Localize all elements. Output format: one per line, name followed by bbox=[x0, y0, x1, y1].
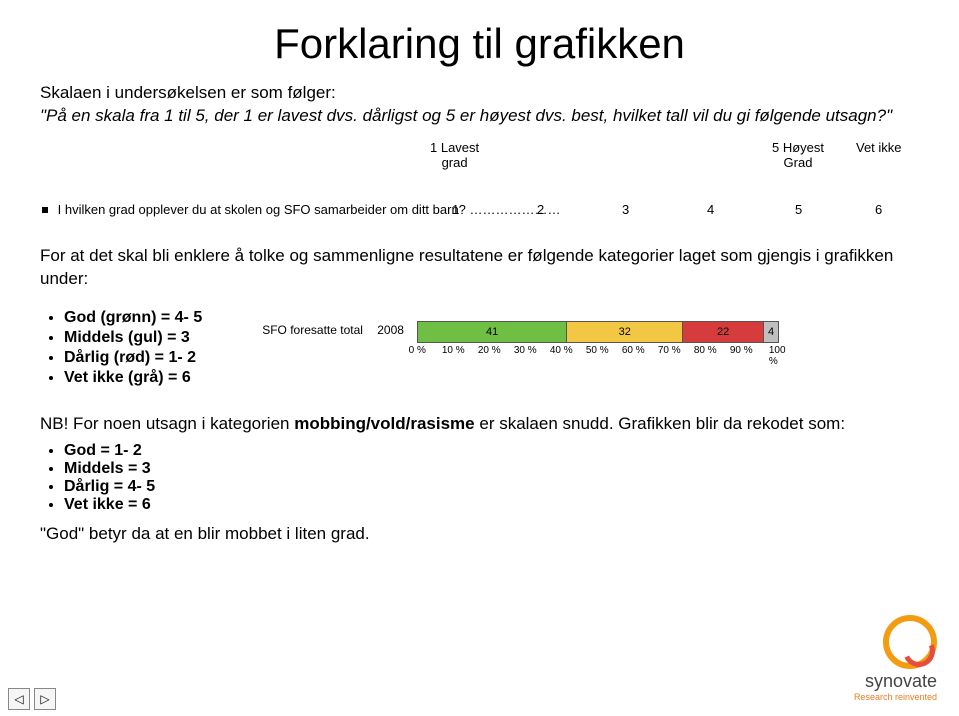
scale-question: I hvilken grad opplever du at skolen og … bbox=[42, 202, 561, 217]
explain-text: For at det skal bli enklere å tolke og s… bbox=[40, 245, 919, 291]
scale-header: 1 Lavest grad 5 Høyest Grad Vet ikke I h… bbox=[40, 140, 919, 235]
axis-tick: 70 % bbox=[658, 345, 681, 356]
legend-item: God = 1- 2 bbox=[64, 442, 919, 460]
axis-tick: 100 % bbox=[769, 345, 786, 367]
axis-tick: 0 % bbox=[409, 345, 426, 356]
axis-tick: 50 % bbox=[586, 345, 609, 356]
scale-num-5: 5 bbox=[795, 202, 802, 217]
legend-item: Vet ikke = 6 bbox=[64, 496, 919, 514]
chart-segment: 22 bbox=[683, 322, 763, 342]
scale-num-2: 2 bbox=[537, 202, 544, 217]
slide-nav: ◁ ▷ bbox=[8, 688, 56, 710]
nb-suffix: er skalaen snudd. Grafikken blir da reko… bbox=[475, 414, 845, 433]
legend-item: God (grønn) = 4- 5 bbox=[64, 309, 202, 327]
axis-tick: 40 % bbox=[550, 345, 573, 356]
intro-block: Skalaen i undersøkelsen er som følger: "… bbox=[40, 82, 919, 128]
intro-line2: "På en skala fra 1 til 5, der 1 er laves… bbox=[40, 106, 892, 125]
slide: Forklaring til grafikken Skalaen i under… bbox=[0, 0, 959, 544]
legend-item: Middels = 3 bbox=[64, 460, 919, 478]
chart-segment: 4 bbox=[764, 322, 778, 342]
page-title: Forklaring til grafikken bbox=[40, 20, 919, 68]
brand-logo: synovate Research reinvented bbox=[854, 615, 937, 702]
chart-year-label: 2008 bbox=[377, 323, 404, 337]
legend-item: Middels (gul) = 3 bbox=[64, 329, 202, 347]
chart-segment: 41 bbox=[418, 322, 567, 342]
scale-col-vetikke: Vet ikke bbox=[856, 140, 902, 155]
next-slide-button[interactable]: ▷ bbox=[34, 688, 56, 710]
legend-item: Dårlig = 4- 5 bbox=[64, 478, 919, 496]
nb-block: NB! For noen utsagn i kategorien mobbing… bbox=[40, 413, 919, 436]
scale-num-3: 3 bbox=[622, 202, 629, 217]
axis-tick: 90 % bbox=[730, 345, 753, 356]
bullet-square-icon bbox=[42, 207, 48, 213]
chart-bar: 4132224 bbox=[417, 321, 779, 343]
intro-line1: Skalaen i undersøkelsen er som følger: bbox=[40, 83, 336, 102]
chart-axis: 0 %10 %20 %30 %40 %50 %60 %70 %80 %90 %1… bbox=[417, 345, 777, 361]
nb-prefix: NB! For noen utsagn i kategorien bbox=[40, 414, 294, 433]
scale-col-1: 1 Lavest grad bbox=[430, 140, 479, 170]
logo-ring-icon bbox=[883, 615, 937, 669]
example-bar-chart: SFO foresatte total 2008 4132224 0 % 10 %… bbox=[262, 309, 802, 379]
scale-col-5: 5 Høyest Grad bbox=[772, 140, 824, 170]
scale-num-6: 6 bbox=[875, 202, 882, 217]
chart-row-label: SFO foresatte total bbox=[262, 323, 363, 337]
closing-text: "God" betyr da at en blir mobbet i liten… bbox=[40, 524, 919, 544]
logo-tagline: Research reinvented bbox=[854, 692, 937, 702]
legend-chart-row: God (grønn) = 4- 5 Middels (gul) = 3 Dår… bbox=[40, 303, 919, 389]
chart-segment: 32 bbox=[567, 322, 683, 342]
axis-tick: 30 % bbox=[514, 345, 537, 356]
scale-num-4: 4 bbox=[707, 202, 714, 217]
legend-list-1: God (grønn) = 4- 5 Middels (gul) = 3 Dår… bbox=[40, 307, 202, 389]
logo-brand-text: synovate bbox=[854, 671, 937, 692]
axis-tick: 80 % bbox=[694, 345, 717, 356]
scale-num-1: 1 bbox=[452, 202, 459, 217]
axis-tick: 10 % bbox=[442, 345, 465, 356]
legend-item: Dårlig (rød) = 1- 2 bbox=[64, 349, 202, 367]
prev-slide-button[interactable]: ◁ bbox=[8, 688, 30, 710]
nb-bold-term: mobbing/vold/rasisme bbox=[294, 414, 474, 433]
legend-item: Vet ikke (grå) = 6 bbox=[64, 369, 202, 387]
axis-tick: 20 % bbox=[478, 345, 501, 356]
legend-list-2: God = 1- 2 Middels = 3 Dårlig = 4- 5 Vet… bbox=[40, 442, 919, 514]
axis-tick: 60 % bbox=[622, 345, 645, 356]
